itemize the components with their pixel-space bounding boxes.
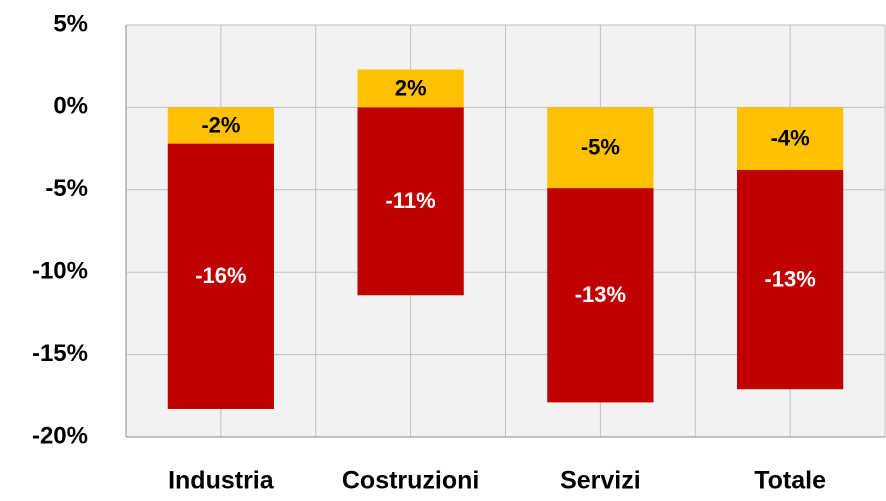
bar-segment [167,107,275,144]
value-label: -13% [764,266,815,291]
bar-segment [736,170,844,390]
value-label: -13% [575,282,626,307]
bar-segment [357,69,464,108]
value-label: -16% [195,263,246,288]
x-tick-label: Servizi [560,467,641,495]
y-tick-label: -10% [32,258,88,285]
y-tick-label: -20% [32,422,88,449]
x-tick-label: Costruzioni [342,467,480,495]
value-label: -2% [201,112,240,137]
x-tick-label: Totale [754,467,826,495]
bar-segment [547,107,654,189]
bar-segment [736,107,844,171]
y-tick-label: -15% [32,340,88,367]
y-tick-label: 0% [53,93,88,120]
bar-segment [547,188,654,403]
bar-segment [167,143,275,409]
value-label: 2% [395,75,427,100]
x-tick-label: Industria [168,467,275,495]
value-label: -4% [771,126,810,151]
value-label: -5% [581,135,620,160]
y-tick-label: 5% [53,10,88,37]
value-label: -11% [386,188,436,213]
bar-segment [357,107,464,296]
y-tick-label: -5% [45,175,88,202]
